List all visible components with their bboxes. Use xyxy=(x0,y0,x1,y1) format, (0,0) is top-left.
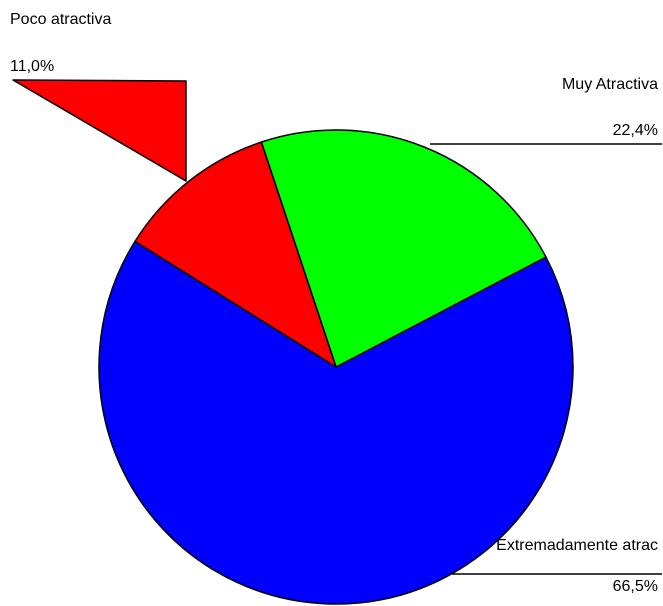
leader-lines xyxy=(430,143,662,575)
slice-label-poco-atractiva: Poco atractiva xyxy=(10,11,111,28)
pie-slice-poco-atractiva xyxy=(134,141,337,368)
pie-slices xyxy=(12,79,574,605)
slice-value-poco-atractiva: 11,0% xyxy=(10,58,54,75)
pie-slice-extremadamente-atrac xyxy=(98,240,574,605)
slice-label-muy-atractiva: Muy Atractiva xyxy=(562,76,658,93)
exploded-slice-poco-atractiva xyxy=(12,79,187,182)
pie-slice-muy-atractiva xyxy=(260,129,547,368)
slice-label-extremadamente-atrac: Extremadamente atrac xyxy=(496,537,658,554)
slice-value-muy-atractiva: 22,4% xyxy=(613,122,658,139)
slice-value-extremadamente-atrac: 66,5% xyxy=(613,578,658,595)
